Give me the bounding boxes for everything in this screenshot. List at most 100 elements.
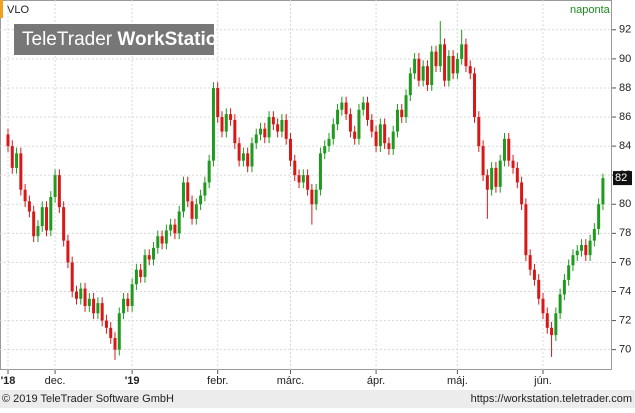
- candle-body: [92, 298, 96, 314]
- copyright: © 2019 TeleTrader Software GmbH: [2, 393, 174, 405]
- candle-body: [447, 55, 451, 81]
- candle-body: [36, 226, 40, 237]
- candle-body: [250, 143, 254, 167]
- candle-body: [276, 124, 280, 132]
- candle-body: [267, 117, 271, 138]
- candle-body: [100, 303, 104, 321]
- candle-body: [314, 189, 318, 205]
- candle-body: [374, 131, 378, 147]
- candle-body: [263, 128, 267, 138]
- candle-body: [520, 182, 524, 205]
- candle-body: [494, 167, 498, 187]
- candle-body: [280, 119, 284, 132]
- candle-body: [430, 51, 434, 86]
- x-tick-label: ápr.: [367, 375, 385, 387]
- candle-body: [109, 327, 113, 339]
- candle-body: [580, 244, 584, 251]
- candle-body: [156, 236, 160, 248]
- candle-body: [443, 44, 447, 81]
- candle-body: [79, 288, 83, 299]
- candle-body: [498, 160, 502, 187]
- candle-body: [455, 58, 459, 74]
- candle-body: [550, 327, 554, 336]
- candle-body: [207, 160, 211, 183]
- candle-body: [259, 128, 263, 135]
- candle-body: [340, 102, 344, 110]
- candle-body: [353, 131, 357, 139]
- y-tick-label: 90: [619, 53, 631, 65]
- y-tick-label: 88: [619, 82, 631, 94]
- candle-body: [460, 44, 464, 59]
- x-tick-label: '18: [1, 375, 16, 387]
- candle-body: [417, 58, 421, 81]
- candle-body: [408, 73, 412, 96]
- candle-body: [122, 298, 126, 314]
- candle-body: [241, 153, 245, 161]
- candle-body: [246, 153, 250, 167]
- candle-body: [45, 207, 49, 231]
- plot-area: [0, 0, 612, 370]
- y-tick-label: 80: [619, 198, 631, 210]
- candle-body: [524, 204, 528, 256]
- last-value-box: [613, 171, 632, 186]
- y-tick-label: 76: [619, 256, 631, 268]
- candle-body: [554, 313, 558, 336]
- candle-body: [203, 182, 207, 196]
- candle-body: [134, 269, 138, 285]
- footer-url: https://workstation.teletrader.com: [471, 393, 632, 405]
- candle-body: [344, 102, 348, 115]
- candle-body: [532, 269, 536, 280]
- candle-body: [528, 255, 532, 270]
- candle-body: [211, 87, 215, 161]
- candle-body: [348, 114, 352, 132]
- candle-body: [233, 119, 237, 144]
- candle-body: [53, 175, 57, 197]
- candle-body: [62, 207, 66, 241]
- x-tick-label: jún.: [533, 375, 552, 387]
- candle-body: [477, 117, 481, 147]
- candle-body: [331, 124, 335, 139]
- candle-body: [169, 224, 173, 231]
- candle-body: [464, 44, 468, 67]
- candle-body: [126, 298, 130, 307]
- y-tick-label: 72: [619, 314, 631, 326]
- candle-body: [425, 66, 429, 86]
- y-tick-label: 92: [619, 24, 631, 36]
- candle-body: [541, 298, 545, 314]
- candle-body: [147, 255, 151, 260]
- candle-body: [592, 228, 596, 241]
- candle-body: [190, 201, 194, 219]
- candle-body: [216, 87, 220, 118]
- candle-body: [383, 124, 387, 144]
- y-tick-label: 84: [619, 140, 631, 152]
- candle-body: [395, 109, 399, 132]
- candle-body: [387, 143, 391, 150]
- candle-body: [318, 153, 322, 190]
- candle-body: [6, 134, 10, 147]
- y-tick-label: 74: [619, 285, 631, 297]
- x-tick-label: máj.: [447, 375, 468, 387]
- candle-body: [490, 167, 494, 190]
- candle-body: [160, 236, 164, 244]
- candle-body: [229, 114, 233, 120]
- candle-body: [32, 211, 36, 237]
- candle-body: [237, 143, 241, 161]
- candle-body: [173, 224, 177, 234]
- candle-body: [438, 44, 442, 67]
- candle-body: [164, 230, 168, 244]
- y-tick-label: 86: [619, 111, 631, 123]
- candle-body: [485, 175, 489, 190]
- candle-body: [378, 124, 382, 147]
- candle-body: [421, 66, 425, 81]
- candle-body: [545, 313, 549, 328]
- candle-body: [537, 279, 541, 299]
- candle-body: [571, 255, 575, 266]
- candle-body: [306, 175, 310, 190]
- candle-body: [366, 102, 370, 120]
- candle-body: [104, 320, 108, 328]
- last-value-label: 82: [615, 172, 627, 184]
- logo-light: TeleTrader: [22, 29, 113, 50]
- candle-body: [66, 240, 70, 263]
- candle-body: [15, 153, 19, 168]
